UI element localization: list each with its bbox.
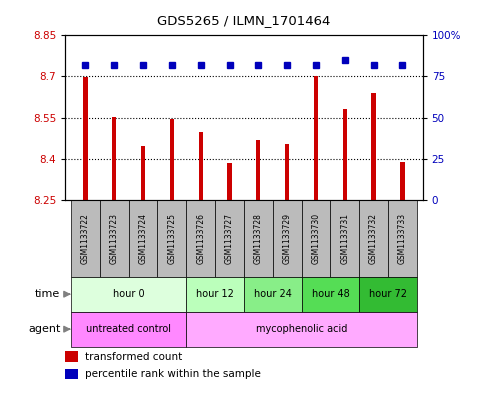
Text: GSM1133729: GSM1133729 (283, 213, 292, 264)
Text: GSM1133730: GSM1133730 (312, 213, 321, 264)
Text: GSM1133723: GSM1133723 (110, 213, 119, 264)
Bar (330, 200, 359, 277)
Bar (227, 163, 232, 200)
Text: hour 72: hour 72 (369, 289, 407, 299)
Bar (186, 312, 417, 347)
Text: GSM1133724: GSM1133724 (139, 213, 147, 264)
Bar (157, 200, 186, 277)
Bar (388, 200, 417, 277)
Text: GSM1133726: GSM1133726 (196, 213, 205, 264)
Bar (100, 200, 128, 277)
Text: percentile rank within the sample: percentile rank within the sample (85, 369, 261, 379)
Bar (273, 200, 301, 277)
Bar (112, 117, 116, 200)
Bar (244, 200, 273, 277)
Bar (199, 132, 203, 200)
Text: agent: agent (28, 324, 60, 334)
Bar (342, 109, 347, 200)
Text: hour 12: hour 12 (196, 289, 234, 299)
Bar (71, 277, 186, 312)
Bar (256, 140, 260, 200)
Text: hour 48: hour 48 (312, 289, 349, 299)
Text: GSM1133725: GSM1133725 (167, 213, 176, 264)
Text: GDS5265 / ILMN_1701464: GDS5265 / ILMN_1701464 (157, 15, 330, 28)
Text: GSM1133733: GSM1133733 (398, 213, 407, 264)
Bar (400, 162, 405, 200)
Bar (128, 200, 157, 277)
Text: hour 24: hour 24 (254, 289, 292, 299)
Bar (244, 277, 301, 312)
Text: time: time (35, 289, 60, 299)
Bar (301, 200, 330, 277)
Text: GSM1133731: GSM1133731 (341, 213, 349, 264)
Bar (359, 277, 417, 312)
Bar (371, 93, 376, 200)
Text: GSM1133727: GSM1133727 (225, 213, 234, 264)
Text: transformed count: transformed count (85, 352, 182, 362)
Bar (71, 200, 100, 277)
Bar (359, 200, 388, 277)
Bar (285, 144, 289, 200)
Bar (65, 351, 78, 362)
Bar (141, 146, 145, 200)
Bar (215, 200, 244, 277)
Text: untreated control: untreated control (86, 324, 171, 334)
Text: GSM1133732: GSM1133732 (369, 213, 378, 264)
Bar (83, 77, 87, 200)
Bar (186, 200, 215, 277)
Bar (65, 369, 78, 379)
Bar (314, 77, 318, 200)
Bar (71, 312, 186, 347)
Text: GSM1133728: GSM1133728 (254, 213, 263, 264)
Bar (186, 277, 244, 312)
Bar (301, 277, 359, 312)
Text: GSM1133722: GSM1133722 (81, 213, 90, 264)
Text: mycophenolic acid: mycophenolic acid (256, 324, 347, 334)
Text: hour 0: hour 0 (113, 289, 144, 299)
Bar (170, 119, 174, 200)
